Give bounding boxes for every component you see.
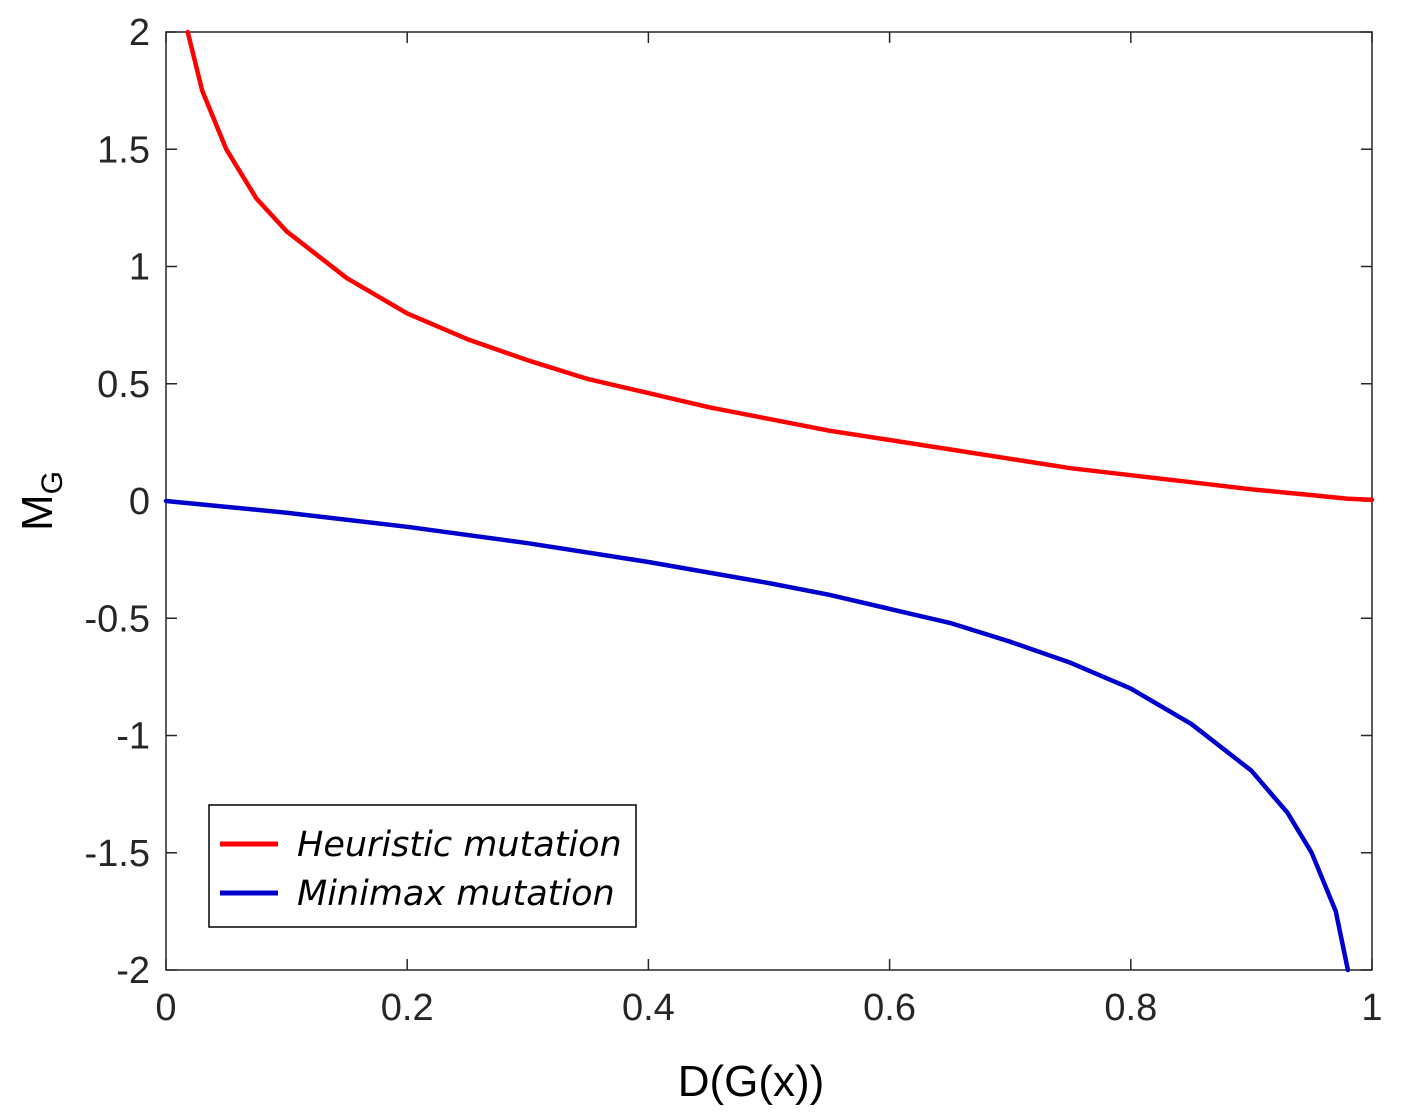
y-tick-label: 0.5: [97, 364, 150, 406]
y-tick-label: -1: [116, 716, 150, 758]
legend-box: [208, 804, 637, 928]
x-tick-label: 0.2: [381, 987, 434, 1029]
x-tick-label: 0.4: [622, 987, 675, 1029]
y-axis-title: MG: [13, 471, 69, 531]
legend: Heuristic mutation Minimax mutation: [208, 804, 637, 928]
x-tick-labels: 0 0.2 0.4 0.6 0.8 1: [155, 987, 1382, 1029]
x-tick-label: 0: [155, 987, 176, 1029]
legend-label-minimax: Minimax mutation: [297, 874, 615, 914]
y-axis-title-main: M: [13, 494, 62, 531]
y-tick-labels: 2 1.5 1 0.5 0 -0.5 -1 -1.5 -2: [85, 12, 150, 992]
y-tick-label: -1.5: [85, 833, 150, 875]
series-line-heuristic: [185, 29, 1375, 503]
x-axis-title: D(G(x)): [678, 1057, 825, 1106]
y-tick-label: 2: [129, 12, 150, 54]
x-tick-label: 1: [1361, 987, 1382, 1029]
y-tick-label: -2: [116, 950, 150, 992]
legend-label-heuristic: Heuristic mutation: [297, 825, 622, 865]
y-axis-title-subscript: G: [36, 471, 69, 494]
y-tick-label: 1: [129, 247, 150, 289]
series-line-minimax: [163, 498, 1351, 973]
series-lines: [163, 29, 1375, 973]
y-tick-label: -0.5: [85, 598, 150, 640]
x-tick-label: 0.6: [863, 987, 916, 1029]
y-tick-label: 0: [129, 481, 150, 523]
x-tick-label: 0.8: [1104, 987, 1157, 1029]
svg-text:MG: MG: [13, 471, 69, 531]
y-tick-label: 1.5: [97, 129, 150, 171]
